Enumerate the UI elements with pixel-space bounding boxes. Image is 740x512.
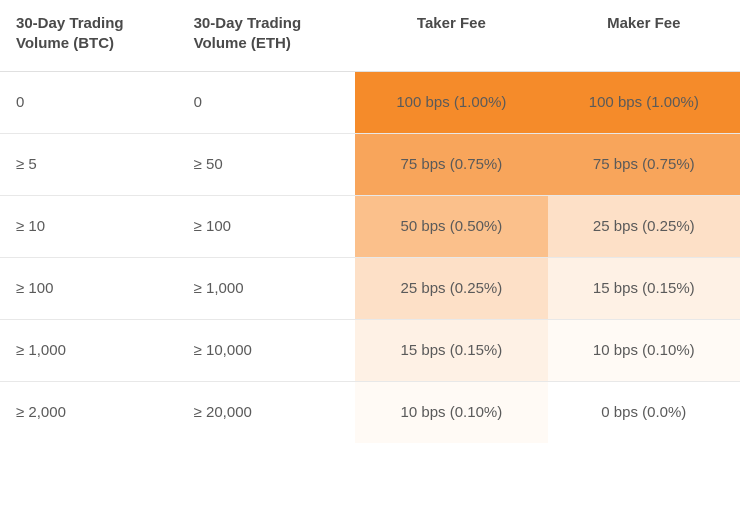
cell-taker-fee: 10 bps (0.10%) — [355, 382, 547, 444]
cell-taker-fee: 50 bps (0.50%) — [355, 196, 547, 258]
cell-maker-fee: 0 bps (0.0%) — [548, 382, 740, 444]
cell-maker-fee: 10 bps (0.10%) — [548, 320, 740, 382]
cell-btc-volume: ≥ 5 — [0, 134, 178, 196]
fee-schedule-table: 30-Day Trading Volume (BTC) 30-Day Tradi… — [0, 0, 740, 443]
header-btc-volume: 30-Day Trading Volume (BTC) — [0, 0, 178, 72]
header-eth-volume: 30-Day Trading Volume (ETH) — [178, 0, 356, 72]
table-row: 00100 bps (1.00%)100 bps (1.00%) — [0, 72, 740, 134]
table-row: ≥ 100≥ 1,00025 bps (0.25%)15 bps (0.15%) — [0, 258, 740, 320]
table-header: 30-Day Trading Volume (BTC) 30-Day Tradi… — [0, 0, 740, 72]
cell-taker-fee: 75 bps (0.75%) — [355, 134, 547, 196]
cell-btc-volume: ≥ 10 — [0, 196, 178, 258]
table-row: ≥ 5≥ 5075 bps (0.75%)75 bps (0.75%) — [0, 134, 740, 196]
cell-eth-volume: ≥ 100 — [178, 196, 356, 258]
header-taker-fee: Taker Fee — [355, 0, 547, 72]
cell-maker-fee: 75 bps (0.75%) — [548, 134, 740, 196]
cell-eth-volume: ≥ 50 — [178, 134, 356, 196]
cell-eth-volume: 0 — [178, 72, 356, 134]
cell-maker-fee: 15 bps (0.15%) — [548, 258, 740, 320]
cell-btc-volume: ≥ 100 — [0, 258, 178, 320]
header-maker-fee: Maker Fee — [548, 0, 740, 72]
table-body: 00100 bps (1.00%)100 bps (1.00%)≥ 5≥ 507… — [0, 72, 740, 444]
table-row: ≥ 10≥ 10050 bps (0.50%)25 bps (0.25%) — [0, 196, 740, 258]
table-row: ≥ 2,000≥ 20,00010 bps (0.10%)0 bps (0.0%… — [0, 382, 740, 444]
cell-btc-volume: ≥ 2,000 — [0, 382, 178, 444]
cell-eth-volume: ≥ 1,000 — [178, 258, 356, 320]
cell-eth-volume: ≥ 10,000 — [178, 320, 356, 382]
cell-eth-volume: ≥ 20,000 — [178, 382, 356, 444]
cell-btc-volume: 0 — [0, 72, 178, 134]
cell-taker-fee: 25 bps (0.25%) — [355, 258, 547, 320]
cell-btc-volume: ≥ 1,000 — [0, 320, 178, 382]
cell-maker-fee: 25 bps (0.25%) — [548, 196, 740, 258]
cell-maker-fee: 100 bps (1.00%) — [548, 72, 740, 134]
cell-taker-fee: 15 bps (0.15%) — [355, 320, 547, 382]
cell-taker-fee: 100 bps (1.00%) — [355, 72, 547, 134]
table-row: ≥ 1,000≥ 10,00015 bps (0.15%)10 bps (0.1… — [0, 320, 740, 382]
